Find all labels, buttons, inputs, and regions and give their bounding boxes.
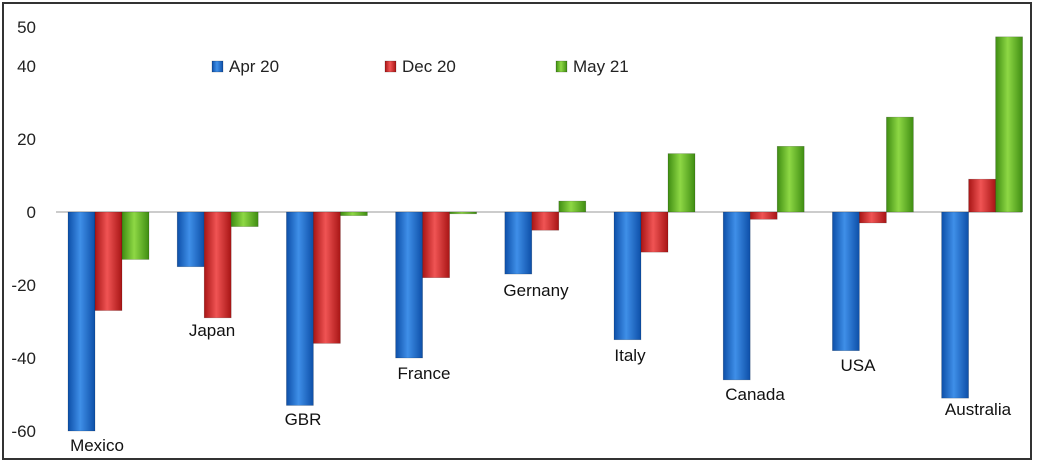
category-label: Gernany bbox=[503, 281, 569, 300]
bar-canada-dec-20 bbox=[749, 211, 778, 220]
legend-label: May 21 bbox=[573, 57, 629, 76]
legend: Apr 20 Dec 20 May 21 bbox=[211, 57, 629, 76]
bar-usa-may-21 bbox=[886, 116, 914, 213]
bar-france-may-21 bbox=[449, 211, 477, 215]
bar-usa-apr-20 bbox=[832, 211, 860, 351]
category-label: Australia bbox=[945, 400, 1012, 419]
labels-group: Mexico Japan GBR France Gernany Italy Canada US… bbox=[70, 281, 1012, 455]
bar-australia-dec-20 bbox=[968, 178, 996, 213]
legend-swatch bbox=[211, 60, 224, 73]
bar-australia-may-21 bbox=[995, 36, 1023, 213]
y-tick-label: -40 bbox=[11, 349, 36, 368]
bar-france-apr-20 bbox=[395, 211, 423, 359]
y-tick-label: 40 bbox=[17, 57, 36, 76]
y-tick-label: -60 bbox=[11, 422, 36, 441]
bar-mexico-dec-20 bbox=[94, 211, 123, 311]
category-label: USA bbox=[841, 356, 877, 375]
bar-mexico-may-21 bbox=[121, 211, 150, 260]
bar-gbr-dec-20 bbox=[313, 211, 341, 344]
bar-gernany-dec-20 bbox=[531, 211, 560, 231]
bar-japan-may-21 bbox=[230, 211, 259, 227]
bar-italy-apr-20 bbox=[613, 211, 642, 341]
category-label: Canada bbox=[725, 385, 785, 404]
category-label: GBR bbox=[285, 410, 322, 429]
legend-swatch bbox=[555, 60, 568, 73]
bar-canada-apr-20 bbox=[722, 211, 751, 381]
bar-usa-dec-20 bbox=[859, 211, 887, 224]
legend-label: Dec 20 bbox=[402, 57, 456, 76]
bar-gernany-apr-20 bbox=[504, 211, 533, 275]
bar-italy-dec-20 bbox=[640, 211, 669, 253]
category-label: Mexico bbox=[70, 436, 124, 455]
bar-japan-apr-20 bbox=[176, 211, 205, 268]
y-tick-label: 50 bbox=[17, 18, 36, 37]
bar-italy-may-21 bbox=[667, 153, 696, 213]
bar-japan-dec-20 bbox=[203, 211, 232, 319]
bar-mexico-apr-20 bbox=[67, 211, 96, 432]
bar-gbr-apr-20 bbox=[286, 211, 314, 406]
bar-australia-apr-20 bbox=[941, 211, 969, 399]
category-label: France bbox=[398, 364, 451, 383]
category-label: Italy bbox=[614, 346, 646, 365]
y-tick-label: -20 bbox=[11, 276, 36, 295]
bar-gbr-may-21 bbox=[340, 211, 368, 216]
bar-france-dec-20 bbox=[422, 211, 450, 278]
y-tick-label: 20 bbox=[17, 130, 36, 149]
bar-canada-may-21 bbox=[776, 146, 805, 213]
bar-gernany-may-21 bbox=[558, 200, 587, 213]
category-label: Japan bbox=[189, 321, 235, 340]
bars-group bbox=[67, 36, 1023, 432]
y-tick-label: 0 bbox=[27, 203, 36, 222]
legend-label: Apr 20 bbox=[229, 57, 279, 76]
legend-swatch bbox=[384, 60, 397, 73]
